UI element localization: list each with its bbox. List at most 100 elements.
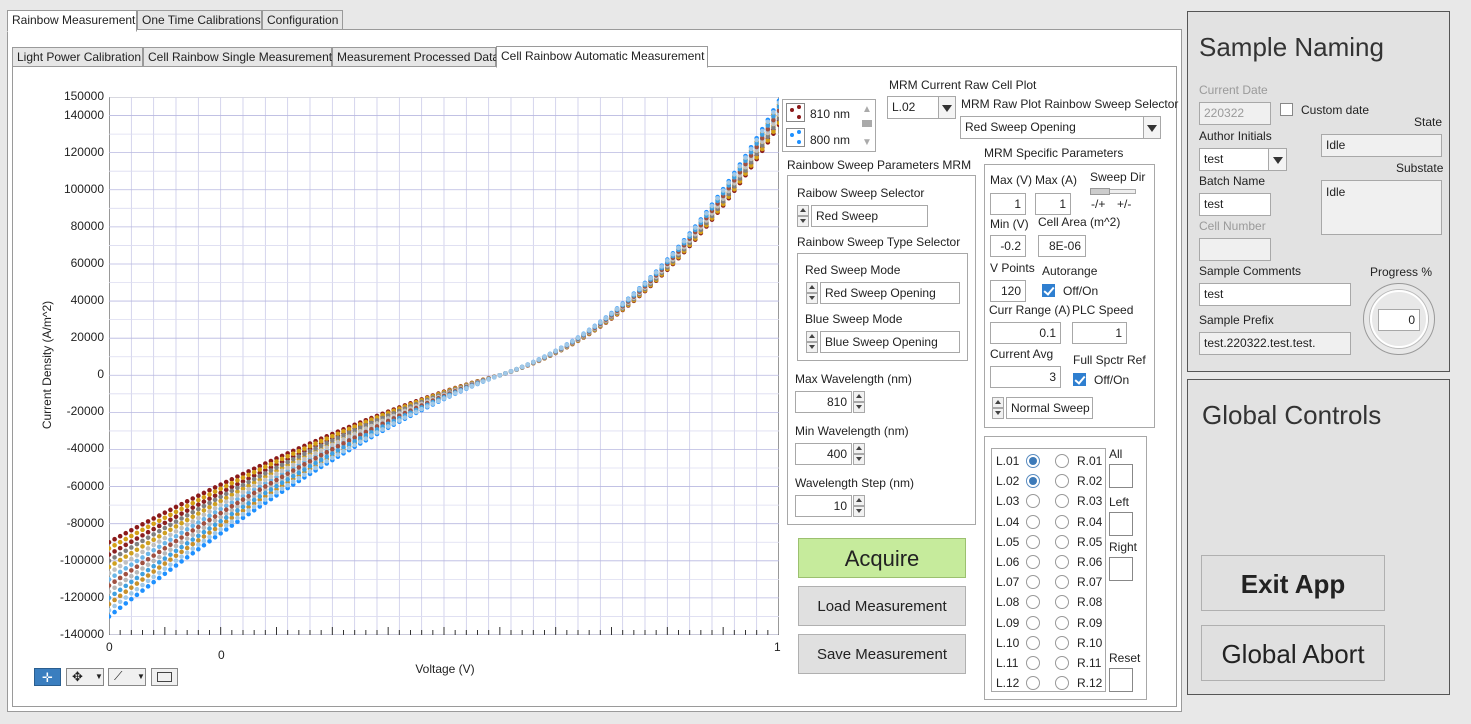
batch-name-input[interactable]: test bbox=[1199, 193, 1271, 216]
right-button[interactable] bbox=[1109, 557, 1133, 581]
cell-radio-left[interactable] bbox=[1026, 555, 1040, 569]
tab-cell-rainbow-single[interactable]: Cell Rainbow Single Measurement bbox=[143, 47, 332, 67]
cell-radio-left[interactable] bbox=[1026, 635, 1040, 650]
sample-comments-input[interactable]: test bbox=[1199, 283, 1351, 306]
chart-point bbox=[257, 463, 263, 469]
chart-point bbox=[346, 426, 352, 432]
sweep-dir-slider[interactable] bbox=[1090, 188, 1136, 195]
min-wavelength-spinner[interactable] bbox=[853, 443, 865, 465]
custom-date-checkbox[interactable] bbox=[1280, 103, 1293, 116]
chart-point bbox=[268, 487, 274, 492]
autoscale-tool-button[interactable] bbox=[151, 668, 178, 686]
blue-sweep-mode-spinner[interactable] bbox=[806, 331, 818, 353]
cell-radio-right[interactable] bbox=[1055, 555, 1069, 569]
cell-radio-right[interactable] bbox=[1055, 615, 1069, 630]
cell-radio-right[interactable] bbox=[1055, 474, 1069, 489]
crosshair-tool-button[interactable]: ✛ bbox=[34, 668, 61, 686]
load-measurement-button[interactable]: Load Measurement bbox=[798, 586, 966, 626]
mrm-raw-plot-selector[interactable]: Red Sweep Opening bbox=[960, 116, 1144, 139]
tab-cell-rainbow-automatic[interactable]: Cell Rainbow Automatic Measurement bbox=[496, 46, 708, 68]
global-abort-button[interactable]: Global Abort bbox=[1201, 625, 1385, 681]
mrm-current-raw-plot-dropdown[interactable] bbox=[938, 96, 956, 119]
zoom-tool-button[interactable]: ⟋ ▼ bbox=[108, 668, 146, 686]
legend-scroll-down[interactable]: ▼ bbox=[862, 137, 872, 148]
cell-radio-right[interactable] bbox=[1055, 595, 1069, 610]
wavelength-step-spinner[interactable] bbox=[853, 495, 865, 517]
chart-point bbox=[184, 531, 190, 537]
mrm-raw-plot-selector-label: MRM Raw Plot Rainbow Sweep Selector bbox=[961, 97, 1179, 111]
min-v-input[interactable]: -0.2 bbox=[990, 235, 1026, 257]
chart-point bbox=[235, 485, 240, 491]
chart-point bbox=[748, 163, 754, 168]
cell-radio-left[interactable] bbox=[1026, 656, 1040, 670]
acquire-button[interactable]: Acquire bbox=[798, 538, 966, 578]
chart-point bbox=[771, 113, 776, 119]
cell-radio-right[interactable] bbox=[1055, 454, 1069, 468]
current-avg-label: Current Avg bbox=[990, 347, 1054, 361]
wavelength-step-input[interactable]: 10 bbox=[795, 495, 852, 517]
min-wavelength-input[interactable]: 400 bbox=[795, 443, 852, 465]
chart-point bbox=[196, 511, 201, 516]
exit-app-button[interactable]: Exit App bbox=[1201, 555, 1385, 611]
mrm-current-raw-plot-select[interactable]: L.02 bbox=[887, 96, 939, 119]
sweep-selector-spinner[interactable] bbox=[797, 205, 809, 227]
autorange-checkbox[interactable] bbox=[1042, 284, 1055, 297]
cell-radio-left[interactable] bbox=[1026, 575, 1040, 590]
all-button[interactable] bbox=[1109, 464, 1133, 488]
blue-sweep-mode-field[interactable]: Blue Sweep Opening bbox=[820, 331, 960, 353]
legend-scroll-up[interactable]: ▲ bbox=[862, 104, 872, 115]
tab-one-time-calibrations[interactable]: One Time Calibrations bbox=[137, 10, 262, 30]
chart-point bbox=[352, 427, 357, 433]
current-avg-input[interactable]: 3 bbox=[990, 366, 1061, 388]
max-wavelength-input[interactable]: 810 bbox=[795, 391, 852, 413]
cell-radio-right[interactable] bbox=[1055, 514, 1069, 529]
reset-button[interactable] bbox=[1109, 668, 1133, 692]
cell-area-input[interactable]: 8E-06 bbox=[1038, 235, 1086, 257]
cell-radio-left[interactable] bbox=[1026, 595, 1040, 610]
sweep-type-field[interactable]: Normal Sweep bbox=[1006, 397, 1093, 419]
author-initials-select[interactable]: test bbox=[1199, 148, 1269, 171]
sweep-selector-field[interactable]: Red Sweep bbox=[811, 205, 928, 227]
chart-point bbox=[184, 555, 190, 560]
cell-radio-right[interactable] bbox=[1055, 494, 1069, 509]
chart-point bbox=[302, 467, 307, 472]
chart-point bbox=[357, 432, 363, 438]
chart-point bbox=[168, 547, 173, 552]
left-button[interactable] bbox=[1109, 512, 1133, 536]
max-v-input[interactable]: 1 bbox=[990, 193, 1026, 215]
pan-tool-button[interactable]: ✥ ▼ bbox=[66, 668, 104, 686]
tab-rainbow-measurement[interactable]: Rainbow Measurement bbox=[7, 10, 137, 32]
cell-radio-left[interactable] bbox=[1026, 534, 1040, 549]
max-wavelength-spinner[interactable] bbox=[853, 391, 865, 413]
v-points-input[interactable]: 120 bbox=[990, 280, 1026, 302]
chart-point bbox=[240, 515, 246, 521]
chart-point bbox=[109, 589, 112, 595]
red-sweep-mode-spinner[interactable] bbox=[806, 282, 818, 304]
cell-radio-right[interactable] bbox=[1055, 534, 1069, 549]
red-sweep-mode-field[interactable]: Red Sweep Opening bbox=[820, 282, 960, 304]
max-a-input[interactable]: 1 bbox=[1035, 193, 1071, 215]
cell-radio-right[interactable] bbox=[1055, 656, 1069, 670]
curr-range-input[interactable]: 0.1 bbox=[990, 322, 1061, 344]
save-measurement-button[interactable]: Save Measurement bbox=[798, 634, 966, 674]
chart-point bbox=[151, 558, 156, 564]
author-initials-dropdown[interactable] bbox=[1268, 148, 1287, 171]
tab-light-power-calibration[interactable]: Light Power Calibration bbox=[12, 47, 143, 67]
cell-radio-right[interactable] bbox=[1055, 635, 1069, 650]
cell-radio-right[interactable] bbox=[1055, 676, 1069, 691]
chart-plot-area[interactable] bbox=[109, 97, 779, 635]
plc-speed-input[interactable]: 1 bbox=[1072, 322, 1127, 344]
cell-radio-left[interactable] bbox=[1026, 514, 1040, 529]
tab-measurement-processed[interactable]: Measurement Processed Data bbox=[332, 47, 499, 67]
sweep-type-spinner[interactable] bbox=[992, 397, 1004, 419]
cell-radio-right[interactable] bbox=[1055, 575, 1069, 590]
mrm-raw-plot-selector-dropdown[interactable] bbox=[1143, 116, 1161, 139]
cell-radio-left[interactable] bbox=[1026, 494, 1040, 509]
full-spctr-ref-checkbox[interactable] bbox=[1073, 373, 1086, 386]
cell-radio-left[interactable] bbox=[1026, 615, 1040, 630]
legend-scroll-thumb[interactable] bbox=[862, 120, 872, 127]
cell-radio-left[interactable] bbox=[1026, 676, 1040, 691]
tab-configuration[interactable]: Configuration bbox=[262, 10, 343, 30]
cell-radio-left[interactable] bbox=[1026, 474, 1040, 489]
cell-radio-left[interactable] bbox=[1026, 454, 1040, 468]
